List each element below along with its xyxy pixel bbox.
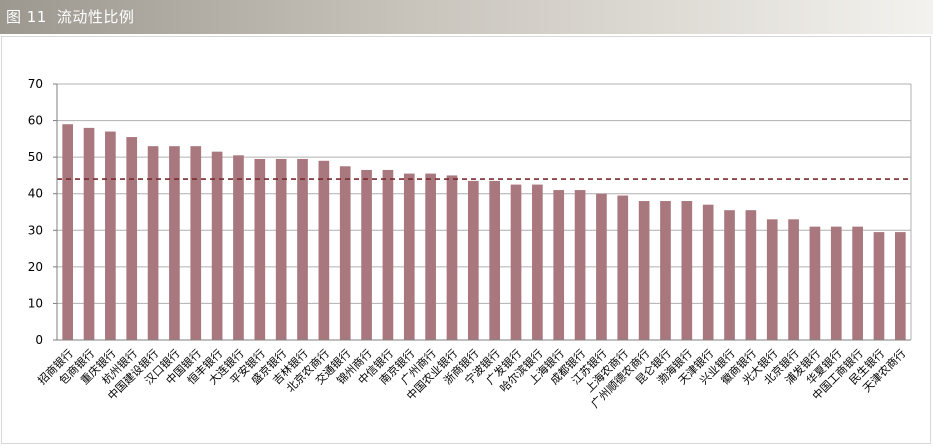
bar-4 xyxy=(147,146,159,340)
bar-21 xyxy=(510,184,522,340)
bar-36 xyxy=(830,226,842,340)
bar-2 xyxy=(105,131,116,340)
bar-9 xyxy=(254,158,266,340)
y-tick-label: 60 xyxy=(28,114,43,128)
bar-34 xyxy=(788,219,799,340)
figure-title-text: 流动性比例 xyxy=(56,8,135,26)
y-tick-label: 40 xyxy=(28,187,43,201)
y-tick-label: 70 xyxy=(28,77,43,91)
bar-16 xyxy=(403,173,415,340)
bar-23 xyxy=(553,190,565,340)
bar-18 xyxy=(446,175,458,340)
bar-24 xyxy=(574,190,586,340)
bars xyxy=(62,124,906,340)
bar-31 xyxy=(724,210,735,340)
bar-6 xyxy=(190,146,202,340)
axes xyxy=(53,83,912,341)
bar-32 xyxy=(745,210,757,340)
bar-22 xyxy=(532,184,543,340)
bar-1 xyxy=(83,127,95,340)
bar-29 xyxy=(681,201,693,340)
figure-title-bar: 图 11 流动性比例 xyxy=(0,0,933,34)
bar-35 xyxy=(809,226,821,340)
bar-19 xyxy=(467,180,479,340)
bar-14 xyxy=(361,169,372,340)
bar-26 xyxy=(617,195,629,340)
x-axis-labels: 招商银行包商银行重庆银行杭州银行中国建设银行汉口银行中国银行恒丰银行大连银行平安… xyxy=(35,346,909,410)
bar-10 xyxy=(275,158,287,340)
y-tick-label: 30 xyxy=(28,223,43,237)
y-tick-label: 50 xyxy=(28,150,43,164)
figure-title: 图 11 流动性比例 xyxy=(6,6,144,27)
bar-13 xyxy=(339,166,351,340)
y-tick-label: 20 xyxy=(28,260,43,274)
bar-3 xyxy=(126,137,138,340)
y-tick-label: 0 xyxy=(35,333,43,347)
chart-frame xyxy=(1,36,931,444)
grid-lines xyxy=(57,83,911,304)
bar-7 xyxy=(211,151,223,340)
y-axis-ticks: 0 10 20 30 40 50 60 70 xyxy=(28,77,43,347)
bar-20 xyxy=(489,180,501,340)
bar-33 xyxy=(766,219,778,340)
bar-38 xyxy=(873,232,885,340)
bar-15 xyxy=(382,169,394,340)
bar-17 xyxy=(425,173,436,340)
bar-5 xyxy=(169,146,180,340)
figure-number: 图 11 xyxy=(6,8,47,26)
bar-0 xyxy=(62,124,74,340)
bar-12 xyxy=(318,160,330,340)
bar-11 xyxy=(297,158,308,340)
bar-37 xyxy=(852,226,863,340)
bar-39 xyxy=(894,232,906,340)
bar-30 xyxy=(702,204,714,340)
bar-28 xyxy=(660,201,671,340)
bar-8 xyxy=(233,155,244,340)
y-tick-label: 10 xyxy=(28,296,43,310)
bar-25 xyxy=(596,193,607,340)
bar-27 xyxy=(638,201,650,340)
